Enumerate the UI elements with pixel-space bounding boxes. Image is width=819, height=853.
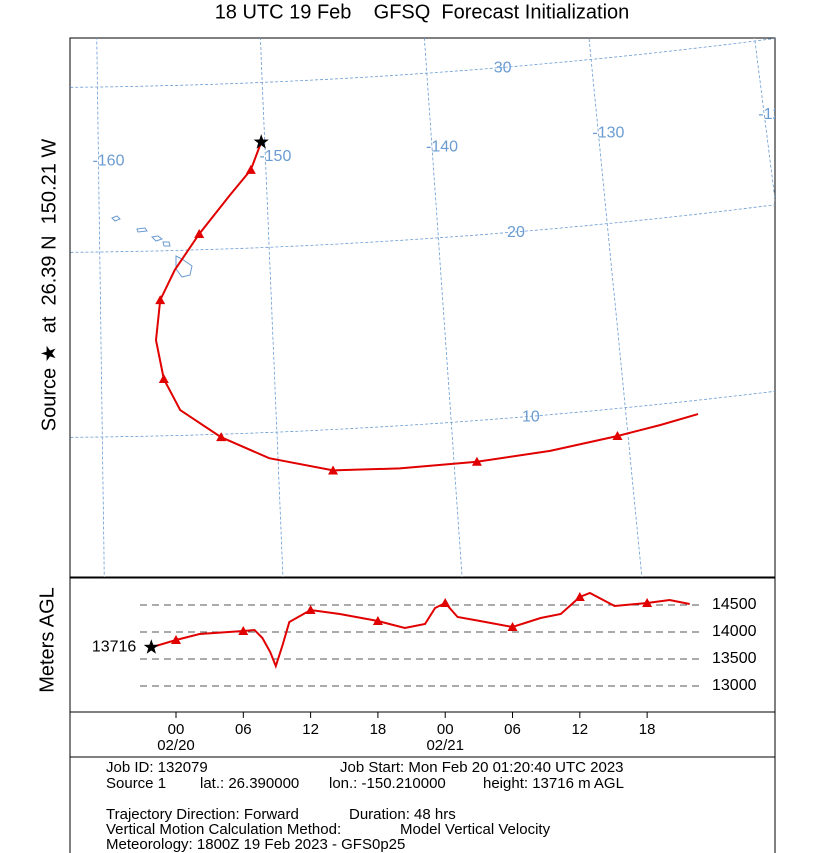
parallel-label: 10	[522, 408, 540, 425]
meridian	[260, 38, 284, 577]
time-marker	[194, 228, 205, 238]
job-id: Job ID: 132079	[106, 759, 208, 776]
side-label: Source ★ at 26.39 N 150.21 W	[38, 139, 60, 432]
y-tick-label: 13000	[712, 677, 757, 694]
time-marker	[238, 625, 249, 635]
time-marker	[642, 598, 653, 608]
duration: Duration: 48 hrs	[349, 806, 456, 823]
meridian	[96, 38, 105, 577]
time-marker	[328, 465, 339, 475]
meridian	[423, 38, 463, 577]
x-tick-label: 06	[235, 721, 252, 738]
meridian-label: -130	[592, 125, 624, 142]
date-label: 02/20	[157, 737, 195, 754]
meteorology: Meteorology: 1800Z 19 Feb 2023 - GFS0p25	[106, 836, 405, 853]
vertical-method: Vertical Motion Calculation Method:	[106, 821, 341, 838]
coastlines	[111, 215, 193, 278]
meridian-label: -160	[92, 152, 124, 169]
source-height: height: 13716 m AGL	[483, 775, 624, 792]
island	[111, 215, 121, 222]
parallel-label: 30	[494, 59, 512, 76]
time-marker	[440, 598, 451, 608]
island	[150, 235, 164, 242]
x-tick-label: 00	[168, 721, 185, 738]
height-line	[151, 591, 690, 669]
time-marker	[372, 615, 383, 625]
island	[162, 241, 171, 247]
time-marker	[305, 605, 316, 615]
start-height-label: 13716	[92, 639, 137, 656]
meridian-label: -140	[426, 139, 458, 156]
footer-frame	[69, 711, 776, 853]
title: 18 UTC 19 Feb GFSQ Forecast Initializati…	[215, 1, 630, 23]
y-axis-label: Meters AGL	[36, 587, 58, 693]
vertical-method-value: Model Vertical Velocity	[400, 821, 551, 838]
time-marker	[574, 592, 585, 602]
x-tick-label: 18	[370, 721, 387, 738]
x-tick-label: 18	[639, 721, 656, 738]
map: -160 -150 -140 -130 -120 10 20 30	[70, 38, 790, 577]
height-frame	[69, 577, 776, 713]
source-lat: lat.: 26.390000	[200, 775, 299, 792]
time-marker	[245, 164, 256, 174]
island	[175, 255, 193, 278]
meridian-label: -150	[259, 148, 291, 165]
time-marker	[612, 431, 623, 441]
date-label: 02/21	[426, 737, 464, 754]
y-tick-label: 14000	[712, 623, 757, 640]
meridian	[588, 38, 643, 577]
time-marker	[216, 432, 227, 442]
parallel	[70, 390, 775, 438]
time-marker	[158, 374, 169, 384]
time-marker	[471, 456, 482, 466]
y-tick-label: 14500	[712, 596, 757, 613]
parallel-label: 20	[507, 224, 525, 241]
source-star	[253, 134, 269, 149]
source-star	[143, 639, 159, 654]
time-marker	[155, 295, 166, 305]
time-marker	[171, 635, 182, 645]
x-tick-label: 12	[302, 721, 319, 738]
source-lon: lon.: -150.210000	[329, 775, 446, 792]
footer: Job ID: 132079 Job Start: Mon Feb 20 01:…	[106, 759, 624, 853]
meridian	[754, 38, 775, 203]
direction: Trajectory Direction: Forward	[106, 806, 299, 823]
island	[136, 227, 148, 233]
y-tick-label: 13500	[712, 650, 757, 667]
job-start: Job Start: Mon Feb 20 01:20:40 UTC 2023	[340, 759, 624, 776]
map-frame	[69, 37, 776, 578]
x-tick-label: 00	[437, 721, 454, 738]
parallel	[70, 204, 775, 253]
source: Source 1	[106, 775, 166, 792]
parallel	[70, 38, 775, 88]
meridian-label: -120	[758, 106, 790, 123]
time-marker	[507, 621, 518, 631]
x-tick-label: 12	[571, 721, 588, 738]
x-tick-label: 06	[504, 721, 521, 738]
trajectory	[154, 141, 699, 472]
